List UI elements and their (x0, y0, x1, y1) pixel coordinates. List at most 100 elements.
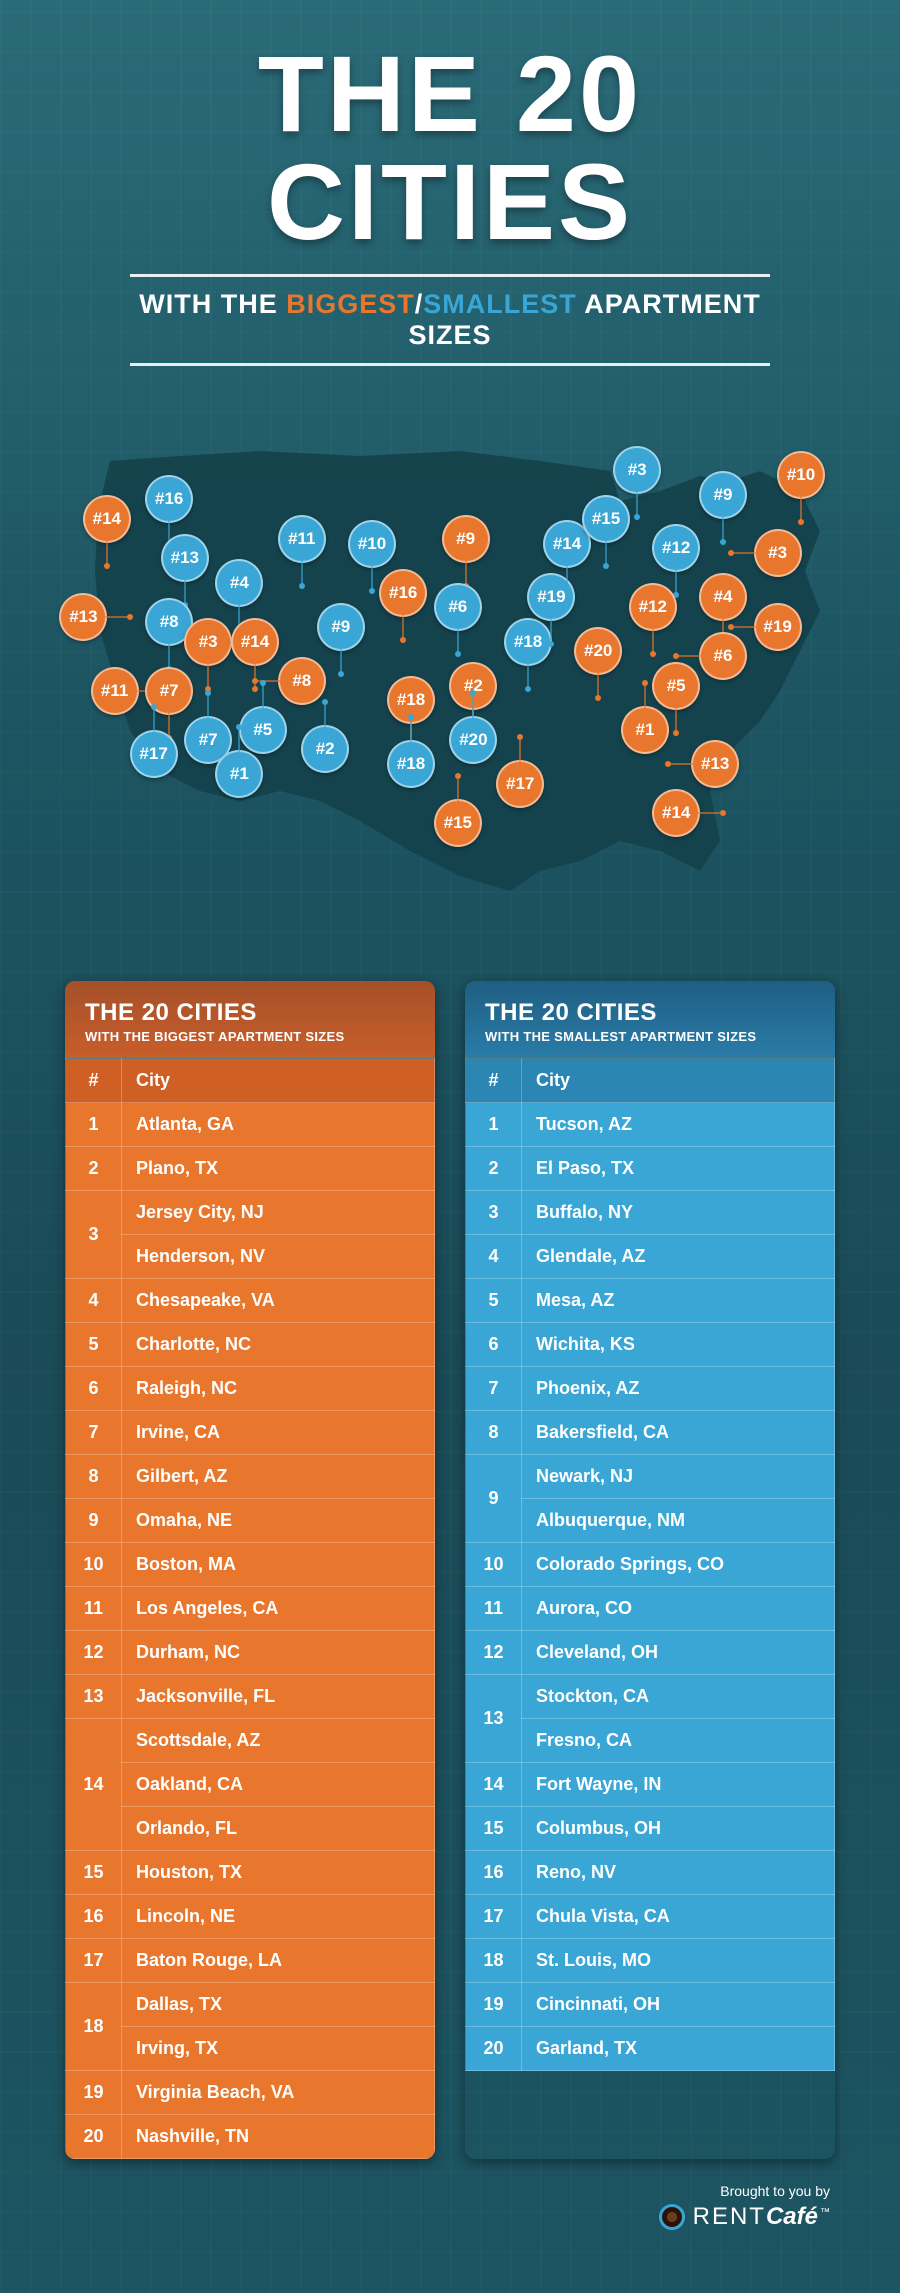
map-pin-label: #5 (253, 720, 272, 740)
rank-cell: 9 (66, 1499, 122, 1543)
map-pin: #9 (442, 515, 490, 563)
rank-cell: 18 (66, 1983, 122, 2071)
col-city: City (522, 1059, 835, 1103)
city-cell: Jersey City, NJ (122, 1191, 435, 1235)
brand-cafe: Café (766, 2203, 818, 2230)
map-pin: #15 (582, 495, 630, 543)
city-cell: Irvine, CA (122, 1411, 435, 1455)
map-pin-label: #14 (553, 534, 581, 554)
city-cell: Fort Wayne, IN (522, 1763, 835, 1807)
city-cell: Baton Rouge, LA (122, 1939, 435, 1983)
rank-cell: 10 (466, 1543, 522, 1587)
map-pin: #9 (317, 603, 365, 651)
map-pin: #14 (231, 618, 279, 666)
map-pin-label: #18 (397, 754, 425, 774)
table-row: 9Newark, NJ (466, 1455, 835, 1499)
table-row: 8Bakersfield, CA (466, 1411, 835, 1455)
map-pin: #4 (699, 573, 747, 621)
rank-cell: 6 (66, 1367, 122, 1411)
table-row: 19Virginia Beach, VA (66, 2071, 435, 2115)
city-cell: Fresno, CA (522, 1719, 835, 1763)
rank-cell: 15 (466, 1807, 522, 1851)
map-pin-label: #15 (444, 813, 472, 833)
map-pin: #10 (777, 451, 825, 499)
footer-lead: Brought to you by (60, 2183, 830, 2199)
subtitle-smallest: SMALLEST (423, 289, 577, 319)
city-cell: Mesa, AZ (522, 1279, 835, 1323)
map-pin-label: #1 (636, 720, 655, 740)
table-row: 12Durham, NC (66, 1631, 435, 1675)
map-pin: #13 (161, 534, 209, 582)
rank-cell: 5 (66, 1323, 122, 1367)
brand-rent: RENT (693, 2203, 766, 2230)
rank-cell: 5 (466, 1279, 522, 1323)
infographic-root: THE 20 CITIES WITH THE BIGGEST/SMALLEST … (0, 0, 900, 2293)
map-pin: #19 (754, 603, 802, 651)
brand-logo-icon (659, 2204, 685, 2230)
rank-cell: 3 (466, 1191, 522, 1235)
city-cell: Chesapeake, VA (122, 1279, 435, 1323)
map-pin-label: #9 (331, 617, 350, 637)
map-pin-label: #15 (592, 509, 620, 529)
map-pin-label: #19 (763, 617, 791, 637)
map-pin-label: #11 (288, 529, 315, 549)
rank-cell: 4 (66, 1279, 122, 1323)
rank-cell: 17 (66, 1939, 122, 1983)
map-pin-label: #8 (160, 612, 179, 632)
table-row: 15Houston, TX (66, 1851, 435, 1895)
table-row: 1Tucson, AZ (466, 1103, 835, 1147)
table-row: 12Cleveland, OH (466, 1631, 835, 1675)
city-cell: Colorado Springs, CO (522, 1543, 835, 1587)
rank-cell: 16 (466, 1851, 522, 1895)
map-pin: #11 (91, 667, 139, 715)
rank-cell: 11 (466, 1587, 522, 1631)
map-pin: #16 (379, 569, 427, 617)
map-pin-label: #14 (662, 803, 690, 823)
city-cell: Reno, NV (522, 1851, 835, 1895)
biggest-table: # City 1Atlanta, GA2Plano, TX3Jersey Cit… (65, 1058, 435, 2159)
table-row: Orlando, FL (66, 1807, 435, 1851)
city-cell: Houston, TX (122, 1851, 435, 1895)
city-cell: Scottsdale, AZ (122, 1719, 435, 1763)
map-pin: #11 (278, 515, 326, 563)
smallest-subtitle: WITH THE SMALLEST APARTMENT SIZES (485, 1029, 815, 1044)
map-pin: #8 (278, 657, 326, 705)
map-pin-label: #9 (456, 529, 475, 549)
biggest-panel: THE 20 CITIES WITH THE BIGGEST APARTMENT… (65, 981, 435, 2159)
city-cell: Bakersfield, CA (522, 1411, 835, 1455)
rank-cell: 15 (66, 1851, 122, 1895)
table-row: Irving, TX (66, 2027, 435, 2071)
map-pin-label: #17 (506, 774, 534, 794)
map-pin-label: #8 (292, 671, 311, 691)
brand: RENTCafé™ (659, 2203, 830, 2231)
table-row: Fresno, CA (466, 1719, 835, 1763)
rank-cell: 18 (466, 1939, 522, 1983)
smallest-panel-head: THE 20 CITIES WITH THE SMALLEST APARTMEN… (465, 981, 835, 1058)
map-pin: #20 (449, 716, 497, 764)
subtitle-prefix: WITH THE (139, 289, 286, 319)
city-cell: Buffalo, NY (522, 1191, 835, 1235)
map-pin: #1 (621, 706, 669, 754)
city-cell: Oakland, CA (122, 1763, 435, 1807)
map-pin-label: #13 (171, 548, 199, 568)
tables-row: THE 20 CITIES WITH THE BIGGEST APARTMENT… (60, 981, 840, 2159)
map-pin-label: #3 (628, 460, 647, 480)
map-pin: #20 (574, 627, 622, 675)
map-pin-label: #3 (768, 543, 787, 563)
map-pin: #17 (496, 760, 544, 808)
map-pin-label: #13 (701, 754, 729, 774)
subtitle: WITH THE BIGGEST/SMALLEST APARTMENT SIZE… (130, 289, 770, 351)
rank-cell: 2 (466, 1147, 522, 1191)
city-cell: Glendale, AZ (522, 1235, 835, 1279)
city-cell: Charlotte, NC (122, 1323, 435, 1367)
rank-cell: 8 (66, 1455, 122, 1499)
city-cell: Phoenix, AZ (522, 1367, 835, 1411)
table-row: 16Reno, NV (466, 1851, 835, 1895)
city-cell: St. Louis, MO (522, 1939, 835, 1983)
table-row: 5Charlotte, NC (66, 1323, 435, 1367)
city-cell: Newark, NJ (522, 1455, 835, 1499)
table-row: 19Cincinnati, OH (466, 1983, 835, 2027)
rank-cell: 20 (466, 2027, 522, 2071)
city-cell: Durham, NC (122, 1631, 435, 1675)
map-pin: #1 (215, 750, 263, 798)
